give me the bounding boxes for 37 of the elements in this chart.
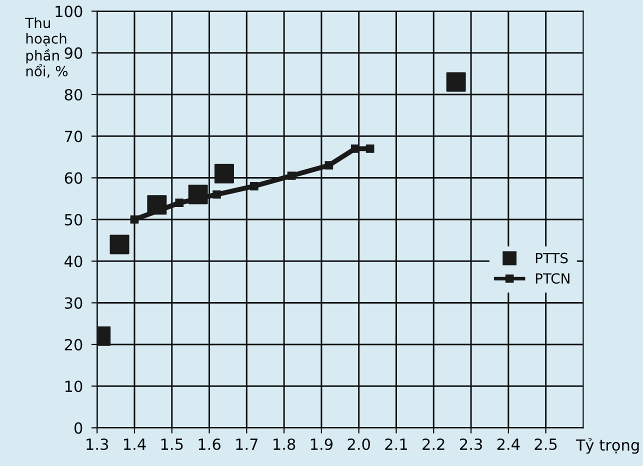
y-tick-label: 30 [64, 297, 82, 309]
point [130, 215, 139, 224]
x-tick-label: 1.8 [274, 438, 296, 450]
y-tick-label: 70 [65, 130, 82, 142]
x-tick-label: 2.4 [497, 438, 520, 450]
x-tick-label: 1.3 [86, 438, 108, 450]
point [366, 144, 374, 153]
x-tick-label: 2.5 [534, 438, 557, 450]
point [250, 182, 258, 190]
point [446, 72, 466, 92]
x-tick-label: 1.7 [236, 438, 258, 450]
x-tick-label: 1.4 [124, 438, 146, 450]
y-tick-label: 40 [64, 256, 82, 268]
point [175, 198, 184, 207]
y-tick-label: 100 [56, 6, 82, 18]
y-tick-label: 10 [65, 380, 82, 392]
point [287, 172, 296, 180]
point [212, 190, 221, 199]
point [110, 234, 130, 254]
legend-label: PTCN [536, 273, 570, 284]
point [214, 164, 234, 184]
point [350, 144, 360, 153]
y-tick-label: 80 [64, 88, 82, 101]
x-tick-label: 2.3 [460, 438, 482, 450]
y-tick-label: 0 [74, 422, 82, 434]
point [324, 161, 334, 170]
legend-label: PTTS [536, 252, 568, 264]
x-tick-label: 2.2 [422, 438, 444, 450]
y-tick-label: 60 [64, 172, 82, 184]
x-tick-label: 1.9 [310, 438, 333, 450]
x-axis-title: Tỷ trọng [576, 438, 639, 454]
y-tick-label: 50 [64, 214, 82, 226]
x-tick-label: 2.1 [385, 438, 407, 450]
y-tick-label: 20 [64, 338, 82, 350]
x-tick-label: 1.5 [161, 438, 183, 450]
x-tick-label: 1.6 [198, 438, 220, 450]
x-tick-label: 2.0 [348, 438, 370, 450]
